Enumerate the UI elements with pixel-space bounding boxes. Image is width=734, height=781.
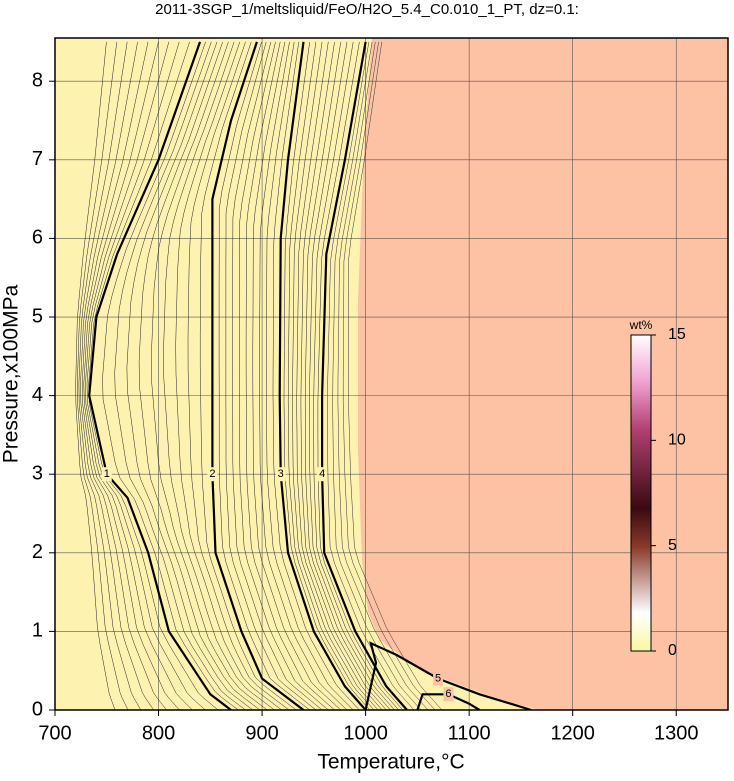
y-tick-label: 6: [32, 227, 43, 249]
minor-contour: [259, 41, 348, 710]
x-axis-label: Temperature,°C: [317, 751, 464, 774]
minor-contour: [287, 41, 375, 710]
minor-contour: [225, 41, 317, 710]
y-tick-label: 0: [32, 698, 43, 720]
minor-contour: [342, 41, 436, 710]
minor-contour: [252, 41, 341, 710]
y-tick-label: 4: [32, 384, 43, 406]
minor-contour: [239, 41, 329, 710]
y-tick-label: 7: [32, 148, 43, 170]
minor-contour: [151, 41, 268, 710]
minor-contour: [83, 41, 180, 710]
y-tick-label: 2: [32, 541, 43, 563]
minor-contour: [114, 41, 246, 710]
minor-contour: [348, 41, 443, 710]
contour-label: 5: [435, 672, 441, 684]
x-tick-label: 700: [38, 722, 71, 744]
minor-contour: [80, 41, 154, 710]
colorbar-tick-label: 0: [668, 642, 677, 659]
major-contours: 1 2 3 4 56: [88, 41, 532, 710]
x-tick-label: 1200: [550, 722, 595, 744]
minor-contour: [245, 41, 335, 710]
x-tick-label: 1100: [448, 722, 491, 744]
x-tick-label: 1300: [654, 722, 699, 744]
minor-contour: [332, 41, 422, 710]
minor-contour: [327, 41, 415, 710]
contour-label-bg: [101, 467, 112, 482]
minor-contour: [75, 41, 116, 710]
x-tick-label: 1000: [343, 722, 388, 744]
minor-contour: [138, 41, 261, 710]
colorbar-label: wt%: [629, 318, 653, 332]
y-tick-label: 8: [32, 70, 43, 92]
contour-line: [364, 641, 532, 710]
minor-contour: [187, 41, 290, 710]
minor-contour: [272, 41, 360, 710]
contour-label-bg: [443, 687, 454, 702]
minor-contour: [313, 41, 399, 710]
y-tick-label: 1: [32, 620, 43, 642]
minor-contour: [300, 41, 387, 710]
minor-contour: [309, 41, 395, 710]
y-tick-label: 5: [32, 305, 43, 327]
contour-label: 1: [104, 468, 110, 480]
contour-label-bg: [433, 671, 444, 686]
minor-contour: [126, 41, 253, 710]
y-axis-label: Pressure,x100MPa: [0, 284, 23, 463]
minor-contour: [81, 41, 167, 710]
colorbar-tick-label: 15: [668, 326, 686, 343]
minor-contour: [163, 41, 275, 710]
minor-contours: [75, 41, 443, 710]
minor-contour: [218, 41, 310, 710]
colorbar-tick-label: 5: [668, 537, 677, 554]
colorbar: [630, 334, 652, 652]
minor-contour: [175, 41, 282, 710]
contour-label: 3: [278, 468, 284, 480]
minor-contour: [102, 41, 239, 710]
minor-contour: [304, 41, 391, 710]
contour-label-bg: [317, 467, 328, 482]
contour-label-bg: [275, 467, 286, 482]
x-tick-label: 900: [245, 722, 278, 744]
minor-contour: [86, 41, 206, 710]
minor-contour: [337, 41, 429, 710]
minor-contour: [85, 41, 193, 710]
minor-contour: [296, 41, 383, 710]
y-tick-label: 3: [32, 462, 43, 484]
minor-contour: [232, 41, 323, 710]
x-tick-label: 800: [142, 722, 175, 744]
minor-contour: [78, 41, 142, 710]
minor-contour: [292, 41, 379, 710]
contour-label-bg: [207, 467, 218, 482]
chart-title: 2011-3SGP_1/meltsliquid/FeO/H2O_5.4_C0.0…: [155, 1, 579, 18]
contour-label: 4: [319, 468, 325, 480]
minor-contour: [199, 41, 297, 710]
contour-label: 2: [209, 468, 215, 480]
colorbar-tick-label: 10: [668, 432, 686, 449]
contour-label: 6: [445, 688, 451, 700]
plot-frame: [54, 37, 729, 711]
minor-contour: [77, 41, 129, 710]
minor-contour: [266, 41, 354, 710]
liquid-region: [358, 38, 728, 710]
